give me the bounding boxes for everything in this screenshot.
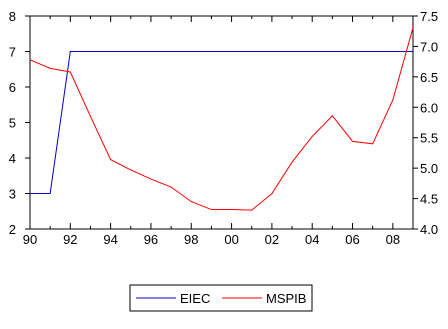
plot-frame — [29, 15, 414, 230]
legend: EIEC MSPIB — [129, 284, 313, 312]
left-y-tick-label: 2 — [9, 222, 16, 237]
series-line-eiec — [30, 51, 413, 194]
legend-label-mspib: MSPIB — [266, 291, 306, 306]
x-tick-label: 06 — [345, 232, 359, 247]
right-y-tick-label: 6.5 — [420, 70, 438, 85]
x-tick-label: 90 — [23, 232, 37, 247]
left-y-tick-label: 4 — [9, 151, 16, 166]
x-tick-label: 98 — [184, 232, 198, 247]
series-layer — [29, 27, 414, 211]
series-line-mspib — [29, 27, 414, 211]
x-tick-label: 08 — [386, 232, 400, 247]
left-y-tick-label: 8 — [9, 9, 16, 24]
x-tick-label: 96 — [144, 232, 158, 247]
right-y-tick-label: 4.0 — [420, 222, 438, 237]
x-tick-label: 94 — [103, 232, 117, 247]
x-tick-label: 00 — [224, 232, 238, 247]
right-y-tick-label: 6.0 — [420, 100, 438, 115]
right-y-tick-label: 4.5 — [420, 192, 438, 207]
x-tick-label: 02 — [265, 232, 279, 247]
right-y-tick-label: 7.5 — [420, 9, 438, 24]
x-axis: 90 92 94 96 98 00 02 04 06 08 — [23, 16, 414, 247]
x-tick-label: 92 — [63, 232, 77, 247]
right-y-axis: 4.0 4.5 5.0 5.5 6.0 6.5 7.0 7.5 — [413, 9, 438, 237]
x-tick-label: 04 — [305, 232, 319, 247]
right-y-tick-label: 7.0 — [420, 39, 438, 54]
right-y-tick-label: 5.5 — [420, 131, 438, 146]
left-y-tick-label: 3 — [9, 187, 16, 202]
right-y-tick-label: 5.0 — [420, 161, 438, 176]
left-y-tick-label: 5 — [9, 116, 16, 131]
left-y-tick-label: 6 — [9, 80, 16, 95]
legend-label-eiec: EIEC — [180, 291, 210, 306]
left-y-tick-label: 7 — [9, 45, 16, 60]
left-y-axis: 2 3 4 5 6 7 8 — [9, 9, 30, 237]
